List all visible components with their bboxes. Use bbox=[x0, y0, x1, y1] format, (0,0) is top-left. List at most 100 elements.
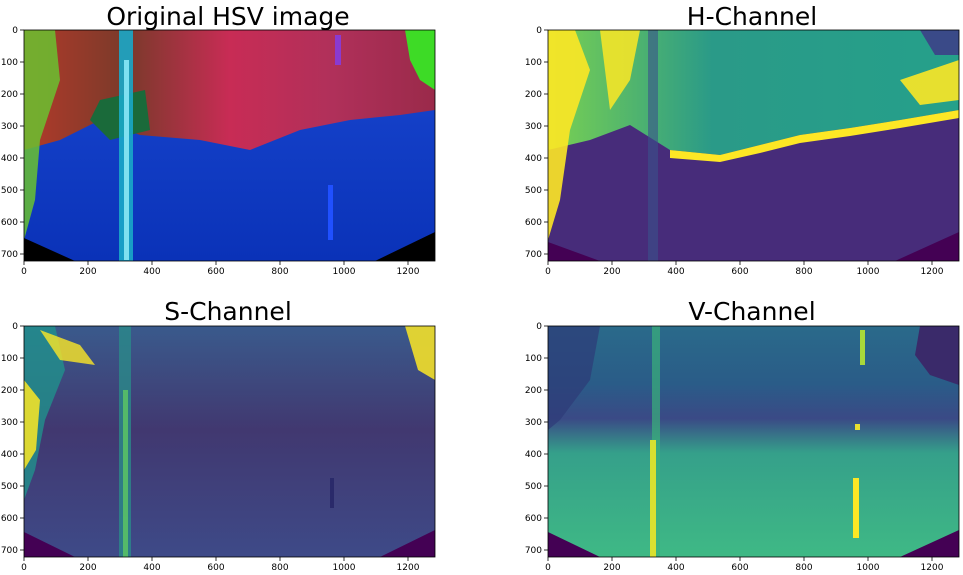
x-tick: 200 bbox=[603, 557, 620, 573]
x-tick-label: 200 bbox=[603, 267, 620, 277]
x-axis: 0 200 400 600 800 1000 1200 bbox=[21, 557, 420, 573]
y-tick-label: 200 bbox=[525, 386, 542, 396]
y-tick-label: 200 bbox=[1, 90, 18, 100]
y-tick-label: 500 bbox=[1, 482, 18, 492]
x-tick: 0 bbox=[545, 557, 551, 573]
y-tick: 200 bbox=[1, 90, 24, 100]
y-tick: 200 bbox=[525, 386, 548, 396]
y-axis: 0 100 200 300 400 500 600 700 bbox=[1, 26, 24, 260]
panel-title: S-Channel bbox=[164, 297, 292, 326]
image-s-channel bbox=[24, 326, 435, 557]
y-tick-label: 400 bbox=[1, 154, 18, 164]
x-tick: 800 bbox=[795, 557, 812, 573]
x-tick: 800 bbox=[271, 261, 288, 277]
y-tick: 400 bbox=[1, 154, 24, 164]
y-tick: 0 bbox=[536, 322, 548, 332]
y-tick: 0 bbox=[536, 26, 548, 36]
panel-s-channel: S-Channel 0 200 400 600 800 1000 1200 0 … bbox=[1, 297, 435, 573]
y-tick: 300 bbox=[1, 418, 24, 428]
x-tick: 200 bbox=[603, 261, 620, 277]
x-tick-label: 1200 bbox=[397, 563, 420, 573]
y-tick: 700 bbox=[525, 546, 548, 556]
x-tick-label: 600 bbox=[731, 267, 748, 277]
y-tick: 600 bbox=[1, 514, 24, 524]
x-tick: 400 bbox=[143, 261, 160, 277]
panel-h-channel: H-Channel 0 200 400 600 800 1000 1200 0 … bbox=[525, 2, 959, 277]
x-tick-label: 800 bbox=[271, 563, 288, 573]
x-tick-label: 200 bbox=[79, 267, 96, 277]
y-tick: 300 bbox=[525, 418, 548, 428]
x-tick: 1000 bbox=[857, 557, 880, 573]
y-tick-label: 0 bbox=[536, 26, 542, 36]
image-h-channel bbox=[548, 30, 959, 261]
x-tick-label: 400 bbox=[667, 563, 684, 573]
x-tick: 0 bbox=[21, 557, 27, 573]
x-axis: 0 200 400 600 800 1000 1200 bbox=[545, 261, 944, 277]
y-tick-label: 200 bbox=[525, 90, 542, 100]
x-tick: 600 bbox=[731, 261, 748, 277]
y-tick: 400 bbox=[1, 450, 24, 460]
x-tick-label: 400 bbox=[143, 267, 160, 277]
y-tick-label: 100 bbox=[1, 354, 18, 364]
y-tick-label: 500 bbox=[525, 482, 542, 492]
x-tick: 400 bbox=[667, 261, 684, 277]
x-tick-label: 800 bbox=[271, 267, 288, 277]
y-tick: 500 bbox=[1, 482, 24, 492]
y-tick-label: 500 bbox=[525, 186, 542, 196]
x-tick-label: 1000 bbox=[857, 563, 880, 573]
y-tick-label: 300 bbox=[525, 122, 542, 132]
y-tick-label: 100 bbox=[525, 58, 542, 68]
y-tick-label: 0 bbox=[12, 26, 18, 36]
x-tick: 1200 bbox=[921, 261, 944, 277]
x-tick: 600 bbox=[207, 261, 224, 277]
panel-original-hsv: Original HSV image 0 200 400 600 800 100… bbox=[1, 2, 435, 277]
x-tick-label: 1200 bbox=[397, 267, 420, 277]
x-tick-label: 0 bbox=[545, 563, 551, 573]
x-tick: 200 bbox=[79, 557, 96, 573]
y-tick-label: 300 bbox=[1, 122, 18, 132]
y-tick: 500 bbox=[525, 186, 548, 196]
x-tick-label: 200 bbox=[603, 563, 620, 573]
x-tick: 800 bbox=[795, 261, 812, 277]
y-tick-label: 600 bbox=[525, 218, 542, 228]
x-tick-label: 800 bbox=[795, 267, 812, 277]
y-tick-label: 600 bbox=[525, 514, 542, 524]
x-tick: 1200 bbox=[397, 261, 420, 277]
y-tick-label: 400 bbox=[525, 154, 542, 164]
y-axis: 0 100 200 300 400 500 600 700 bbox=[525, 322, 548, 556]
x-tick: 1000 bbox=[333, 261, 356, 277]
x-tick: 200 bbox=[79, 261, 96, 277]
x-tick-label: 1000 bbox=[857, 267, 880, 277]
y-tick-label: 100 bbox=[525, 354, 542, 364]
x-tick: 400 bbox=[143, 557, 160, 573]
panel-title: Original HSV image bbox=[106, 2, 349, 31]
x-tick-label: 800 bbox=[795, 563, 812, 573]
y-tick: 300 bbox=[1, 122, 24, 132]
y-tick-label: 700 bbox=[1, 250, 18, 260]
y-tick: 0 bbox=[12, 322, 24, 332]
y-tick: 100 bbox=[525, 354, 548, 364]
y-tick-label: 0 bbox=[536, 322, 542, 332]
y-tick-label: 600 bbox=[1, 218, 18, 228]
panel-v-channel: V-Channel 0 200 400 600 800 1000 1200 0 … bbox=[525, 297, 959, 573]
y-tick: 100 bbox=[1, 58, 24, 68]
y-tick-label: 0 bbox=[12, 322, 18, 332]
x-tick: 800 bbox=[271, 557, 288, 573]
x-tick-label: 1000 bbox=[333, 267, 356, 277]
x-tick-label: 600 bbox=[207, 267, 224, 277]
x-tick-label: 0 bbox=[21, 563, 27, 573]
y-axis: 0 100 200 300 400 500 600 700 bbox=[1, 322, 24, 556]
image-original-hsv bbox=[24, 30, 435, 261]
y-tick-label: 300 bbox=[525, 418, 542, 428]
y-tick: 700 bbox=[525, 250, 548, 260]
y-tick: 300 bbox=[525, 122, 548, 132]
y-tick-label: 700 bbox=[1, 546, 18, 556]
x-tick: 1200 bbox=[921, 557, 944, 573]
y-tick: 700 bbox=[1, 546, 24, 556]
y-tick: 100 bbox=[1, 354, 24, 364]
y-axis: 0 100 200 300 400 500 600 700 bbox=[525, 26, 548, 260]
x-tick-label: 0 bbox=[21, 267, 27, 277]
x-tick: 1000 bbox=[333, 557, 356, 573]
y-tick: 500 bbox=[525, 482, 548, 492]
